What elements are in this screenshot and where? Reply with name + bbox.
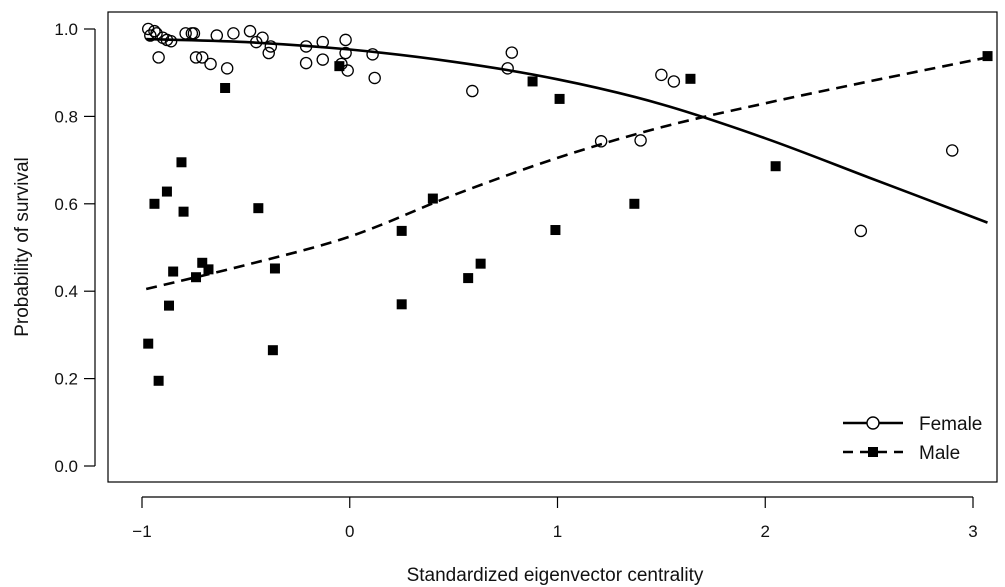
- male-point: [220, 82, 231, 93]
- legend-male-label: Male: [919, 443, 960, 464]
- female-point: [220, 62, 234, 75]
- female-point: [264, 40, 278, 53]
- female-point: [316, 53, 329, 66]
- female-point: [466, 84, 479, 98]
- female-point: [243, 24, 257, 38]
- y-axis: 0.0 0.2 0.4 0.6 0.8 1.0 Probability of surviv…: [12, 20, 96, 476]
- male-point: [197, 257, 208, 268]
- female-point: [368, 71, 381, 85]
- female-point: [195, 51, 209, 64]
- female-point: [148, 24, 161, 38]
- female-point: [299, 56, 313, 70]
- female-point: [634, 134, 647, 147]
- male-point: [164, 300, 175, 311]
- male-point: [191, 272, 202, 283]
- x-tick-label: 1: [553, 522, 562, 541]
- male-point: [685, 73, 696, 84]
- male-point: [396, 299, 407, 310]
- legend-female-label: Female: [919, 414, 982, 435]
- x-axis: −1 0 1 2 3 Standardized eigenvector centrali…: [132, 496, 978, 586]
- male-point: [334, 61, 345, 72]
- female-point: [164, 34, 178, 48]
- male-point: [178, 206, 189, 217]
- male-point: [527, 76, 538, 87]
- female-point: [339, 46, 352, 60]
- male-point: [463, 273, 474, 284]
- male-point: [253, 203, 264, 214]
- x-tick-label: −1: [132, 522, 151, 541]
- male-point: [203, 264, 214, 275]
- male-point: [770, 161, 781, 172]
- female-point: [854, 224, 868, 238]
- female-point: [187, 27, 201, 40]
- y-tick-label: 0.6: [54, 195, 78, 214]
- male-point: [161, 186, 172, 197]
- female-point: [667, 75, 681, 88]
- fitted-curves: [145, 37, 988, 291]
- female-point: [256, 31, 269, 44]
- female-point: [150, 27, 163, 40]
- male-point: [153, 375, 164, 386]
- x-tick-label: 3: [968, 522, 977, 541]
- data-points: [141, 22, 993, 386]
- female-point: [204, 57, 217, 71]
- male-point: [475, 258, 486, 269]
- x-tick-label: 2: [761, 522, 770, 541]
- y-tick-label: 0.8: [54, 107, 78, 126]
- male-point: [550, 225, 561, 236]
- male-point: [143, 338, 154, 349]
- legend: Female Male: [843, 414, 982, 464]
- y-tick-label: 0.4: [54, 282, 78, 301]
- male-fit-curve: [145, 56, 988, 291]
- male-point: [396, 225, 407, 236]
- x-tick-label: 0: [345, 522, 354, 541]
- male-point: [427, 193, 438, 204]
- female-point: [144, 29, 157, 42]
- legend-female-marker: [866, 416, 880, 430]
- female-point: [299, 40, 313, 53]
- female-point: [501, 62, 514, 75]
- x-axis-label: Standardized eigenvector centrality: [407, 565, 704, 586]
- y-tick-label: 0.2: [54, 370, 78, 389]
- female-point: [339, 33, 352, 47]
- female-point: [366, 48, 379, 61]
- female-point: [594, 135, 608, 148]
- female-point: [189, 51, 203, 64]
- female-point: [227, 27, 240, 40]
- female-point: [152, 51, 165, 64]
- male-point: [982, 51, 993, 62]
- y-axis-label: Probability of survival: [12, 157, 33, 337]
- x-ticks: −1 0 1 2 3: [132, 497, 978, 541]
- legend-male-marker: [868, 447, 878, 457]
- male-point: [554, 93, 565, 104]
- female-point: [655, 68, 668, 82]
- male-point: [269, 263, 280, 274]
- female-point: [316, 35, 329, 49]
- female-point: [250, 35, 263, 49]
- male-point: [176, 157, 187, 168]
- plot-frame: [107, 11, 998, 483]
- male-point: [629, 198, 640, 209]
- y-tick-label: 1.0: [54, 20, 78, 39]
- female-point: [179, 27, 192, 40]
- female-point: [945, 144, 959, 157]
- female-point: [262, 46, 275, 60]
- y-tick-label: 0.0: [54, 457, 78, 476]
- female-point: [210, 29, 224, 42]
- female-fit-curve: [146, 37, 988, 224]
- male-point: [149, 198, 160, 209]
- y-ticks: 0.0 0.2 0.4 0.6 0.8 1.0: [54, 20, 95, 476]
- female-point: [505, 46, 519, 59]
- male-point: [267, 345, 278, 356]
- male-point: [168, 266, 179, 277]
